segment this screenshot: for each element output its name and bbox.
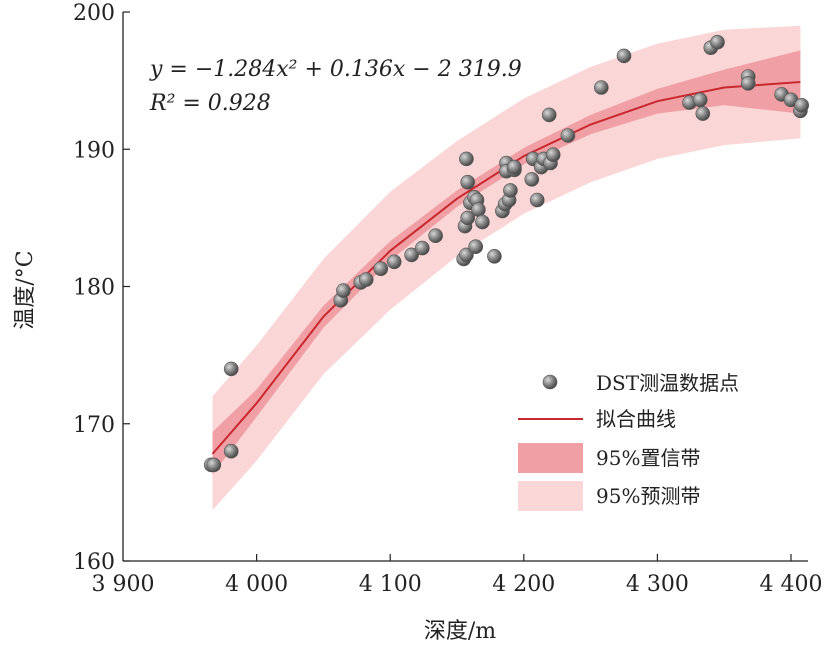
y-tick-label: 200 [73,1,115,26]
data-point [529,192,545,208]
data-point [428,228,443,243]
x-tick-label: 4 200 [492,572,555,597]
x-axis-title: 深度/m [424,619,496,644]
data-point [471,202,486,217]
y-tick-label: 160 [73,550,115,575]
data-point [468,239,484,254]
y-tick-label: 180 [73,276,115,301]
y-axis-title: 温度/°C [13,250,38,329]
data-point [560,128,576,143]
data-point [475,214,490,230]
data-point [487,248,502,264]
data-point [695,106,711,121]
y-ticks: 160 170 180 190 200 [73,1,130,575]
data-point [460,210,476,226]
data-point [459,151,474,167]
equation-line-1: y = −1.284x² + 0.136x − 2 319.9 [149,57,522,82]
y-tick-label: 190 [73,138,115,163]
legend-label-prediction: 95%预测带 [596,484,700,508]
x-tick-label: 4 300 [626,572,689,597]
fit-curve [211,81,801,455]
data-point [414,240,430,256]
data-point [503,183,518,198]
prediction-band [212,25,801,511]
legend-label-fit: 拟合曲线 [596,407,676,431]
data-point [373,261,389,277]
legend-point-marker [542,374,558,390]
equation-line-2: R² = 0.928 [149,91,271,116]
data-point [460,174,476,190]
data-point [206,457,222,473]
data-point [616,48,632,64]
legend: DST测温数据点 拟合曲线 95%置信带 95%预测带 [518,371,739,511]
data-point [507,159,522,175]
legend-confidence-swatch [518,443,583,473]
data-point [794,98,810,113]
data-point [358,272,374,287]
data-point [336,283,351,298]
legend-label-points: DST测温数据点 [596,371,739,395]
fit-curve-layer [211,81,801,455]
data-point [459,247,474,263]
data-point [692,92,708,108]
x-tick-label: 3 900 [92,572,155,597]
data-point [710,34,725,50]
data-point [223,443,239,459]
x-tick-label: 4 400 [760,572,823,597]
data-point [386,254,402,270]
data-point [404,247,419,263]
x-ticks: 3 900 4 000 4 100 4 200 4 300 4 400 [92,554,823,597]
confidence-band [212,50,801,475]
legend-prediction-swatch [518,481,583,511]
data-point [740,76,756,91]
data-points-layer [203,34,810,473]
x-tick-label: 4 000 [225,572,288,597]
data-point [223,361,239,377]
bands-layer [212,25,801,511]
data-point [593,80,609,95]
legend-label-confidence: 95%置信带 [596,446,700,470]
x-tick-label: 4 100 [359,572,422,597]
data-point [524,172,540,187]
data-point [545,147,561,162]
data-point [541,107,557,123]
y-tick-label: 170 [73,413,115,438]
